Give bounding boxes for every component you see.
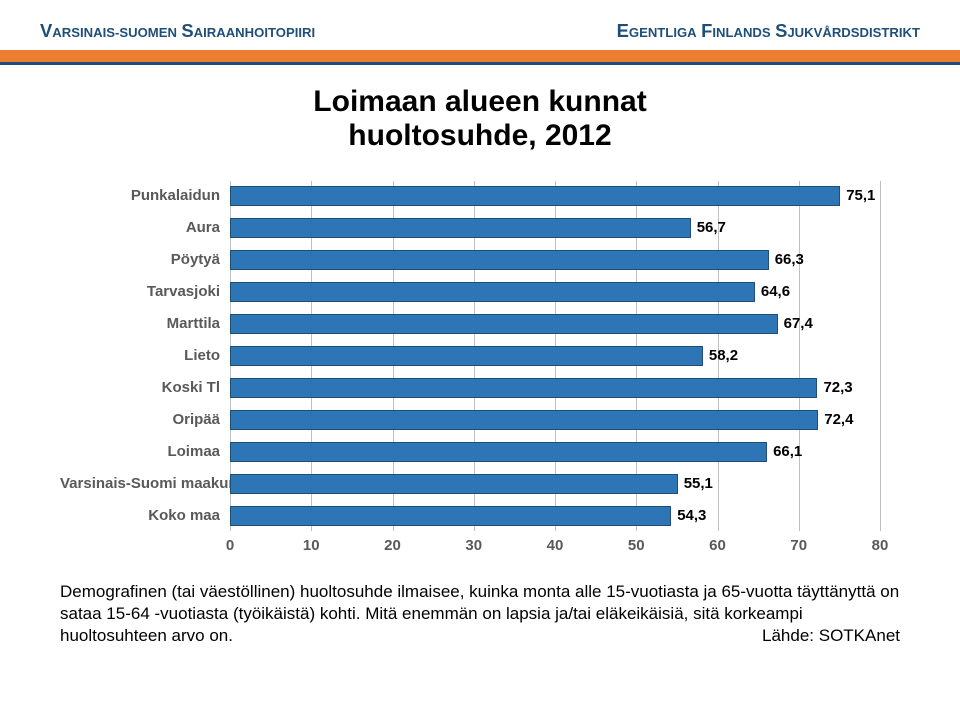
category-label: Oripää (60, 410, 230, 430)
header-left: VARSINAIS-SUOMEN SAIRAANHOITOPIIRI (40, 20, 315, 42)
title-line-1: Loimaan alueen kunnat (0, 85, 960, 119)
bar-value-label: 67,4 (784, 314, 813, 334)
bar-row: Punkalaidun75,1 (230, 186, 840, 206)
gridline (799, 181, 800, 531)
x-tick-label: 40 (547, 537, 564, 554)
bar-row: Koko maa54,3 (230, 506, 671, 526)
title-line-2: huoltosuhde, 2012 (0, 119, 960, 153)
category-label: Pöytyä (60, 250, 230, 270)
bar (230, 410, 818, 430)
bar-row: Marttila67,4 (230, 314, 778, 334)
bar (230, 474, 678, 494)
bar-value-label: 54,3 (677, 506, 706, 526)
bar (230, 282, 755, 302)
bar-row: Lieto58,2 (230, 346, 703, 366)
header-rule-blue (0, 62, 960, 65)
bar-row: Varsinais-Suomi maakunta55,1 (230, 474, 678, 494)
x-tick-label: 80 (872, 537, 889, 554)
bar-value-label: 58,2 (709, 346, 738, 366)
header-rule-orange (0, 50, 960, 62)
category-label: Lieto (60, 346, 230, 366)
category-label: Aura (60, 218, 230, 238)
plot-area: 01020304050607080Punkalaidun75,1Aura56,7… (230, 181, 880, 531)
bar-value-label: 55,1 (684, 474, 713, 494)
header-right: EGENTLIGA FINLANDS SJUKVÅRDSDISTRIKT (617, 20, 920, 42)
category-label: Tarvasjoki (60, 282, 230, 302)
bar-row: Tarvasjoki64,6 (230, 282, 755, 302)
bar-value-label: 72,4 (824, 410, 853, 430)
bar-value-label: 72,3 (823, 378, 852, 398)
category-label: Loimaa (60, 442, 230, 462)
chart: 01020304050607080Punkalaidun75,1Aura56,7… (60, 181, 900, 561)
bar (230, 346, 703, 366)
bar-value-label: 64,6 (761, 282, 790, 302)
x-tick-label: 60 (709, 537, 726, 554)
footer: Demografinen (tai väestöllinen) huoltosu… (60, 581, 900, 647)
bar-value-label: 66,3 (775, 250, 804, 270)
gridline (880, 181, 881, 531)
category-label: Marttila (60, 314, 230, 334)
bar (230, 250, 769, 270)
category-label: Varsinais-Suomi maakunta (60, 474, 230, 494)
bar-row: Pöytyä66,3 (230, 250, 769, 270)
bar-value-label: 75,1 (846, 186, 875, 206)
bar-row: Koski Tl72,3 (230, 378, 817, 398)
x-tick-label: 0 (226, 537, 234, 554)
bar (230, 442, 767, 462)
bar-row: Aura56,7 (230, 218, 691, 238)
x-tick-label: 50 (628, 537, 645, 554)
bar (230, 378, 817, 398)
bar (230, 186, 840, 206)
bar-value-label: 66,1 (773, 442, 802, 462)
source-label: Lähde: SOTKAnet (762, 625, 900, 647)
header: VARSINAIS-SUOMEN SAIRAANHOITOPIIRI EGENT… (0, 0, 960, 48)
x-tick-label: 20 (384, 537, 401, 554)
category-label: Punkalaidun (60, 186, 230, 206)
bar (230, 314, 778, 334)
bar-row: Oripää72,4 (230, 410, 818, 430)
bar-row: Loimaa66,1 (230, 442, 767, 462)
category-label: Koko maa (60, 506, 230, 526)
x-tick-label: 10 (303, 537, 320, 554)
x-tick-label: 30 (465, 537, 482, 554)
bar (230, 218, 691, 238)
bar (230, 506, 671, 526)
bar-value-label: 56,7 (697, 218, 726, 238)
category-label: Koski Tl (60, 378, 230, 398)
x-tick-label: 70 (790, 537, 807, 554)
title-area: Loimaan alueen kunnat huoltosuhde, 2012 (0, 85, 960, 153)
